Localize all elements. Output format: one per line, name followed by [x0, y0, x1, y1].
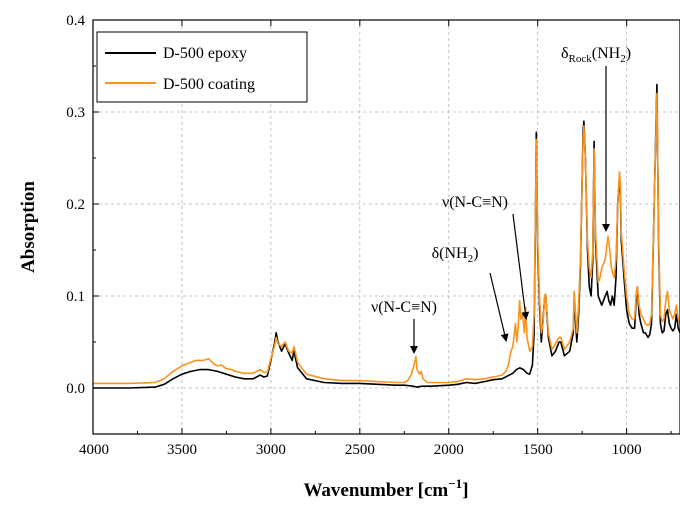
- annotation-nu-ncn-2180: ν(N-C≡N): [371, 299, 437, 316]
- annotation-arrow-nu-ncn-1570: [512, 213, 530, 320]
- series-line-coating: [93, 92, 680, 385]
- y-axis-title: Absorption: [18, 181, 39, 273]
- axis-ticks: 4000 3500 3000 2500 2000 1500 1000 0.0 0.1 0.2 0.3…: [66, 13, 672, 458]
- x-tick-label: 2000: [434, 442, 464, 458]
- series-group: [93, 83, 680, 389]
- series-line-epoxy: [93, 83, 680, 389]
- x-tick-label: 1000: [612, 442, 642, 458]
- annotations: ν(N-C≡N) δ(NH2) ν(N-C≡N) δRock(NH2): [371, 45, 631, 354]
- x-tick-label: 1500: [523, 442, 553, 458]
- x-tick-label: 3000: [256, 442, 286, 458]
- annotation-nu-ncn-1570: ν(N-C≡N): [442, 194, 508, 211]
- x-tick-label: 3500: [167, 442, 197, 458]
- y-tick-label: 0.2: [66, 197, 85, 213]
- y-tick-label: 0.1: [66, 289, 85, 305]
- y-tick-label: 0.0: [66, 381, 85, 397]
- annotation-arrow-delta-nh2: [489, 272, 509, 342]
- annotation-delta-nh2: δ(NH2): [432, 245, 479, 265]
- legend: D-500 epoxy D-500 coating: [96, 31, 308, 103]
- x-tick-label: 2500: [345, 442, 375, 458]
- y-tick-label: 0.4: [66, 13, 85, 29]
- legend-label-coating: D-500 coating: [163, 76, 255, 93]
- x-axis-title: Wavenumber [cm−1]: [303, 476, 468, 501]
- legend-box: [96, 31, 308, 103]
- x-tick-label: 4000: [79, 442, 109, 458]
- y-tick-label: 0.3: [66, 105, 85, 121]
- annotation-delta-rock-nh2: δRock(NH2): [561, 45, 631, 65]
- plot-frame: [92, 19, 680, 435]
- legend-label-epoxy: D-500 epoxy: [163, 45, 247, 62]
